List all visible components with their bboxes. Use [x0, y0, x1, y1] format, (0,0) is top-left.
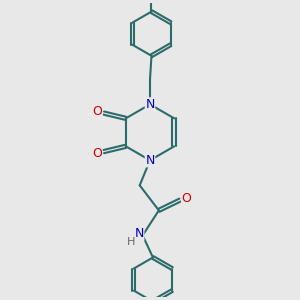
Text: N: N — [145, 98, 155, 111]
Text: N: N — [145, 154, 155, 167]
Text: H: H — [127, 237, 136, 247]
Text: O: O — [92, 147, 102, 160]
Text: O: O — [182, 192, 191, 205]
Text: N: N — [134, 227, 144, 240]
Text: O: O — [92, 105, 102, 118]
